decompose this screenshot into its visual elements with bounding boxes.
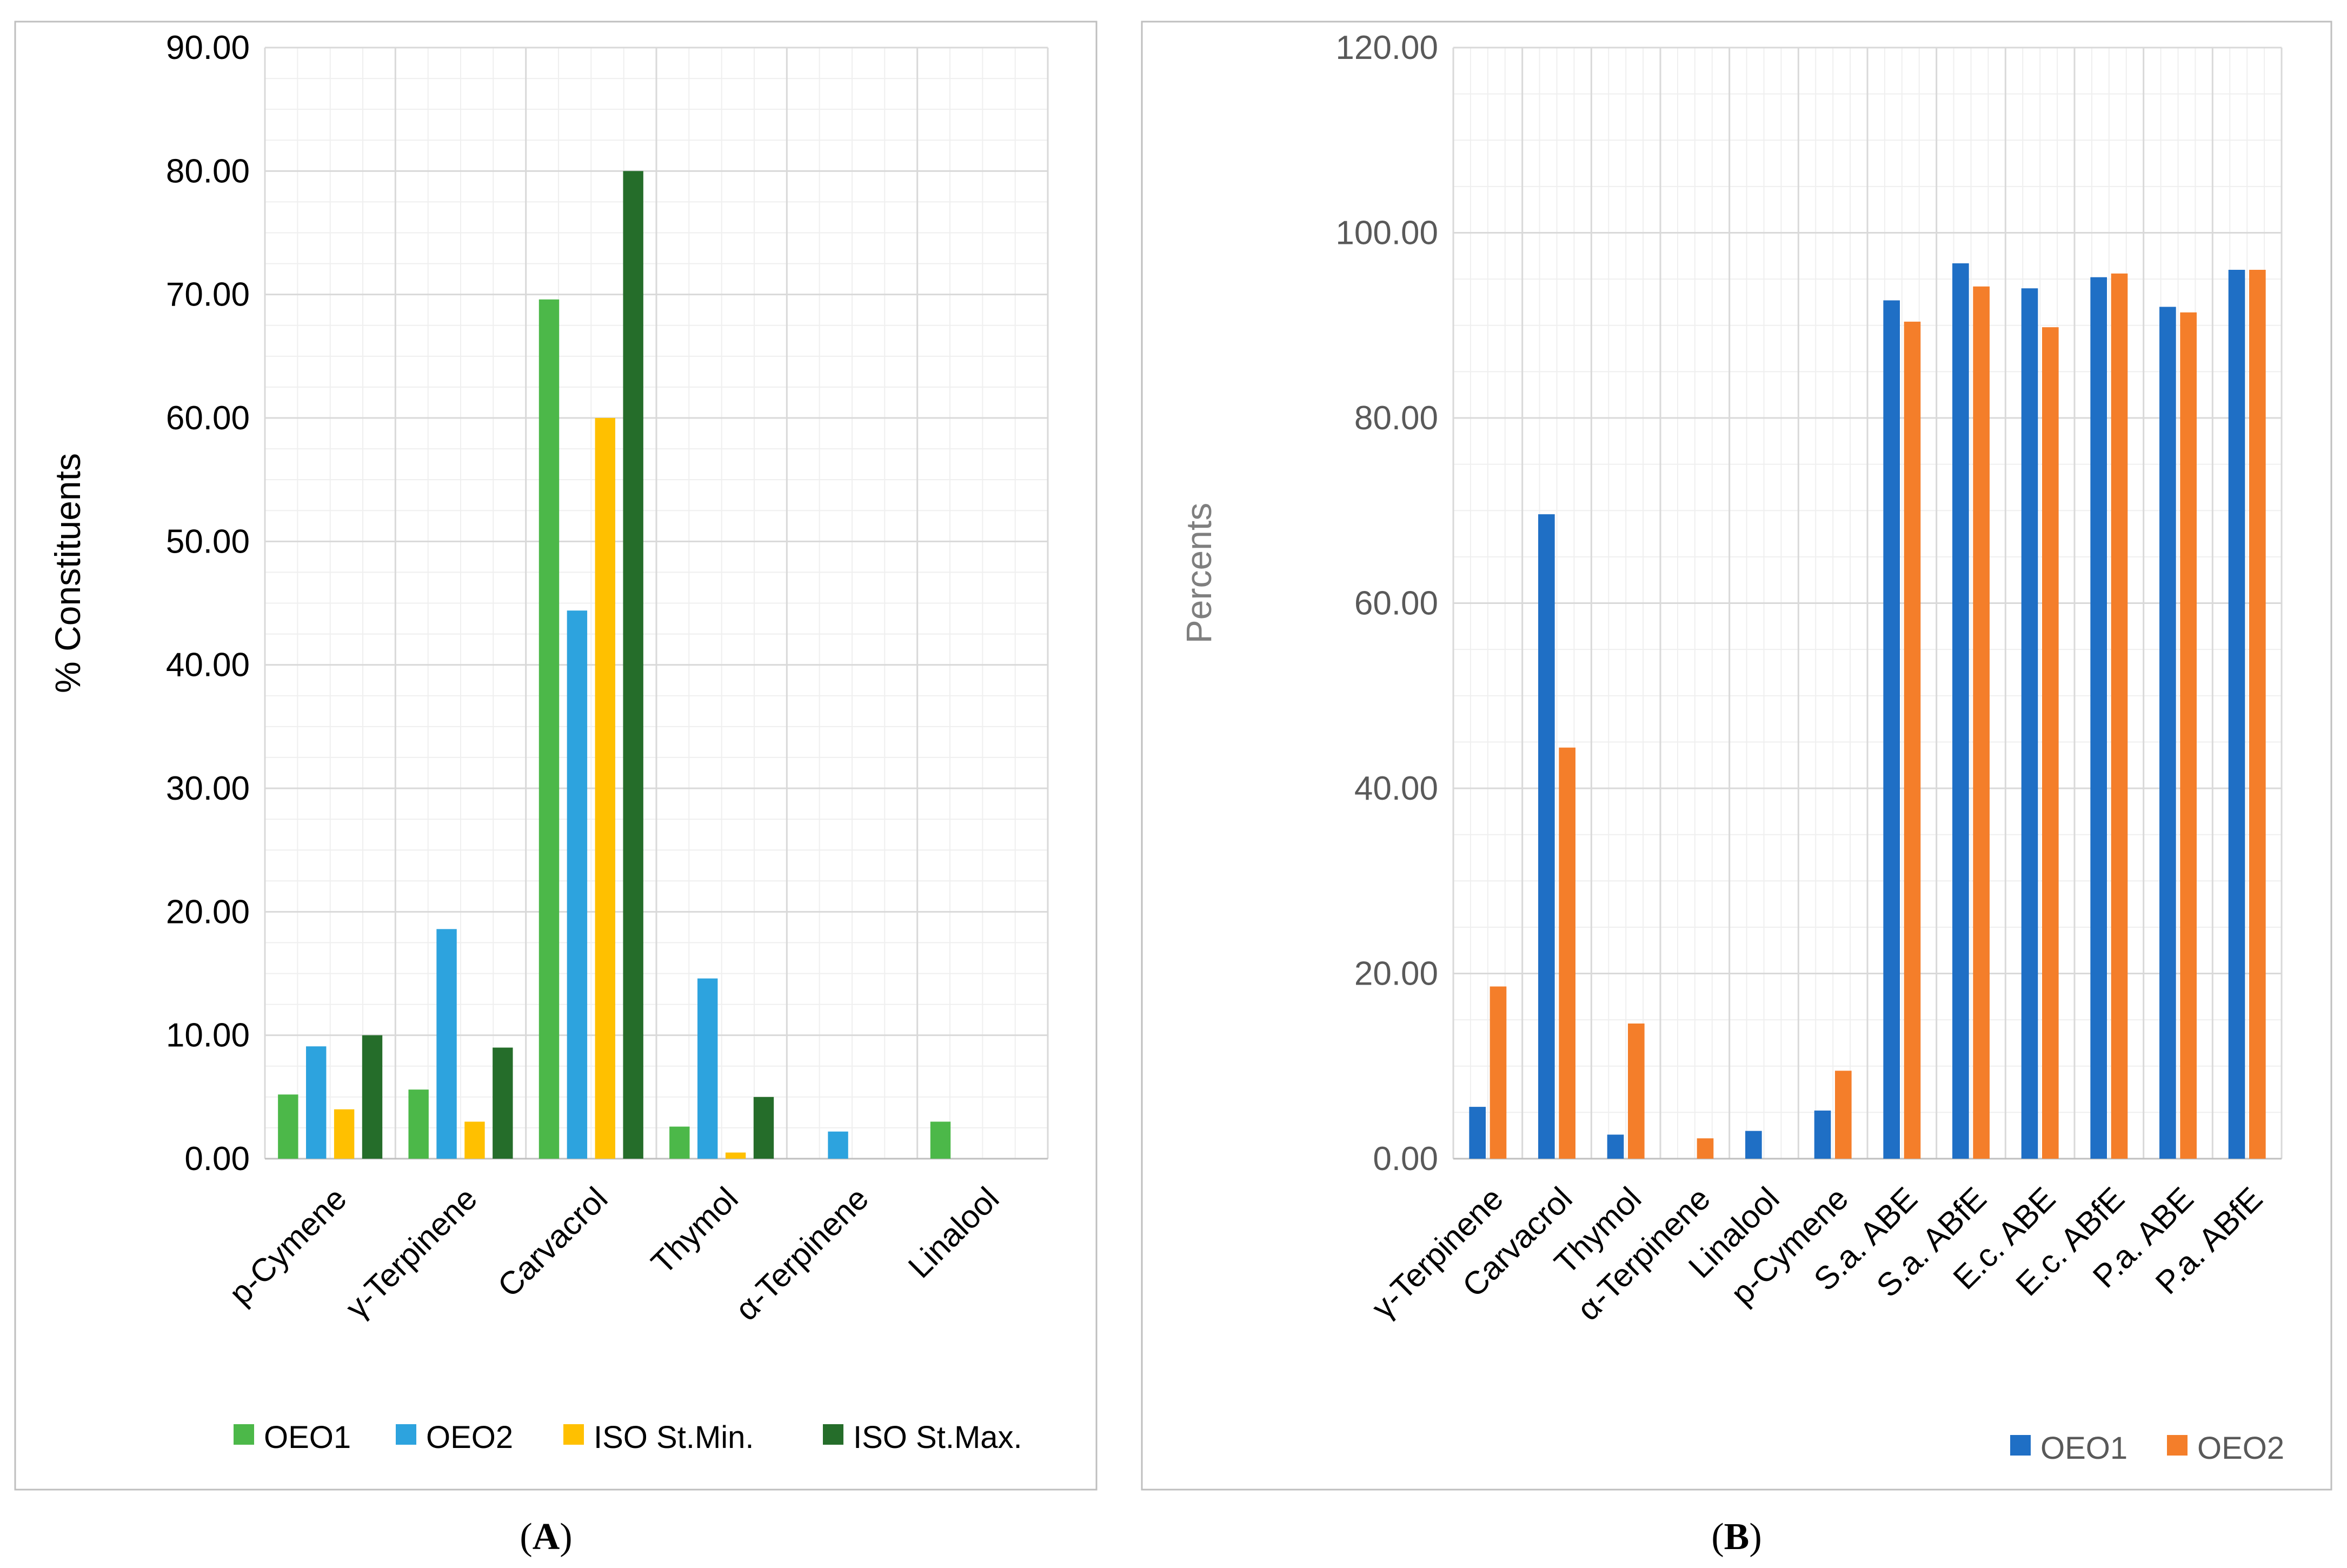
panel-a-legend-label-iso-st-min: ISO St.Min. xyxy=(594,1420,754,1455)
panel-b-y-tick-label: 0.00 xyxy=(1373,1140,1438,1178)
panel-a-bar-iso-st-max-p-cymene xyxy=(362,1035,383,1159)
panel-b-bar-oeo1-p-a-abfe xyxy=(2228,270,2245,1159)
panel-a-y-tick-label: 70.00 xyxy=(166,276,250,314)
panel-a-bars xyxy=(278,171,951,1159)
panel-a-bar-iso-st-min-terpinene xyxy=(464,1121,485,1159)
panel-a-y-tick-label: 60.00 xyxy=(166,400,250,437)
panel-a-bar-oeo2-p-cymene xyxy=(306,1046,327,1159)
panel-b-legend: OEO1 OEO2 xyxy=(2010,1431,2284,1466)
panel-b-bar-oeo2-terpinene xyxy=(1490,986,1507,1159)
panel-a-bar-oeo2-thymol xyxy=(697,978,718,1159)
panel-b-caption-letter: B xyxy=(1724,1516,1750,1558)
panel-a-legend-swatch-iso-st-max xyxy=(823,1424,843,1445)
panel-b-bar-oeo2-p-cymene xyxy=(1834,1071,1852,1159)
panel-a-legend: OEO1 OEO2 ISO St.Min. ISO St.Max. xyxy=(234,1420,1022,1455)
panel-b-y-tick-label: 40.00 xyxy=(1354,770,1438,807)
panel-a-legend-label-oeo2: OEO2 xyxy=(426,1420,513,1455)
panel-b-bar-oeo1-e-c-abfe xyxy=(2090,277,2107,1159)
panel-a-bar-iso-st-min-thymol xyxy=(725,1152,746,1159)
panel-a: 0.00 10.00 20.00 30.00 40.00 50.00 60.00 70.00 8… xyxy=(14,21,1098,1491)
panel-b-bar-oeo2-s-a-abe xyxy=(1904,321,1921,1159)
panel-a-y-tick-label: 10.00 xyxy=(166,1017,250,1054)
panel-a-bar-iso-st-min-p-cymene xyxy=(334,1109,355,1159)
panel-b-bar-oeo2-s-a-abfe xyxy=(1973,286,1990,1159)
panel-a-legend-label-oeo1: OEO1 xyxy=(264,1420,351,1455)
panel-b-bar-oeo2-p-a-abe xyxy=(2180,312,2197,1159)
panel-b-caption: (B) xyxy=(1711,1516,1761,1558)
panel-a-y-tick-label: 30.00 xyxy=(166,770,250,807)
panel-b-bar-oeo2-thymol xyxy=(1627,1023,1645,1159)
panel-a-bar-iso-st-max-carvacrol xyxy=(623,171,643,1159)
panel-b-bar-oeo2-terpinene xyxy=(1697,1138,1714,1159)
panel-a-y-tick-label: 20.00 xyxy=(166,893,250,931)
panel-b-bar-oeo1-carvacrol xyxy=(1538,514,1555,1159)
panel-b-bars xyxy=(1469,263,2266,1159)
panel-b-major-gridlines xyxy=(1452,46,2283,1160)
panel-b-y-tick-label: 80.00 xyxy=(1354,400,1438,437)
panel-b-y-tick-label: 120.00 xyxy=(1335,29,1438,67)
panel-b-bar-oeo2-e-c-abfe xyxy=(2111,273,2128,1159)
panel-a-bar-iso-st-max-thymol xyxy=(753,1097,774,1159)
panel-a-legend-swatch-oeo1 xyxy=(234,1424,254,1445)
panel-a-legend-swatch-iso-st-min xyxy=(563,1424,584,1445)
panel-a-bar-oeo2-carvacrol xyxy=(567,610,588,1159)
panel-a-major-gridlines xyxy=(264,46,1049,1160)
panel-b-bar-oeo2-e-c-abe xyxy=(2042,327,2059,1159)
panel-b-bar-oeo2-carvacrol xyxy=(1559,747,1575,1159)
panel-a-y-tick-label: 0.00 xyxy=(184,1140,250,1178)
panel-b-legend-label-oeo2: OEO2 xyxy=(2197,1431,2284,1466)
panel-b-y-axis-label: Percents xyxy=(1179,503,1219,643)
panel-b-bar-oeo2-p-a-abfe xyxy=(2249,270,2266,1159)
panel-a-y-tick-label: 50.00 xyxy=(166,523,250,560)
panel-b-y-tick-label: 20.00 xyxy=(1354,955,1438,993)
panel-b-bar-oeo1-p-cymene xyxy=(1814,1110,1831,1159)
panel-b-y-tick-labels: 0.00 20.00 40.00 60.00 80.00 100.00 120.00 xyxy=(1335,29,1438,1178)
panel-b-legend-swatch-oeo1 xyxy=(2010,1435,2031,1456)
panel-a-caption-letter: A xyxy=(533,1516,560,1558)
panel-a-y-tick-label: 90.00 xyxy=(166,29,250,67)
panel-a-caption: (A) xyxy=(520,1516,572,1558)
panel-b-y-tick-label: 60.00 xyxy=(1354,585,1438,622)
panel-a-legend-swatch-oeo2 xyxy=(396,1424,416,1445)
panel-b-bar-oeo1-terpinene xyxy=(1469,1107,1486,1159)
panel-a-bar-iso-st-max-terpinene xyxy=(493,1047,513,1159)
panel-b-frame xyxy=(1141,21,2332,1491)
panel-a-y-tick-label: 40.00 xyxy=(166,647,250,684)
panel-a-bar-oeo1-terpinene xyxy=(408,1089,429,1159)
panel-a-bar-oeo1-carvacrol xyxy=(538,299,560,1159)
panel-a-bar-oeo1-p-cymene xyxy=(278,1094,298,1159)
panel-a-bar-oeo2-terpinene xyxy=(436,929,457,1159)
panel-b-legend-label-oeo1: OEO1 xyxy=(2040,1431,2127,1466)
panel-a-bar-oeo2-terpinene xyxy=(828,1131,848,1159)
panel-a-bar-iso-st-min-carvacrol xyxy=(595,418,615,1159)
panel-a-y-tick-label: 80.00 xyxy=(166,152,250,190)
panel-b-legend-swatch-oeo2 xyxy=(2167,1435,2188,1456)
panel-b-bar-oeo1-s-a-abfe xyxy=(1952,263,1969,1159)
panel-a-bar-oeo1-thymol xyxy=(669,1126,690,1159)
panel-a-bar-oeo1-linalool xyxy=(930,1121,951,1159)
panel-b-bar-oeo1-e-c-abe xyxy=(2021,288,2038,1159)
panel-b-bar-oeo1-s-a-abe xyxy=(1883,300,1900,1159)
panel-a-y-tick-labels: 0.00 10.00 20.00 30.00 40.00 50.00 60.00 70.00 8… xyxy=(166,29,250,1178)
panel-b-y-tick-label: 100.00 xyxy=(1335,215,1438,252)
panel-b-bar-oeo1-thymol xyxy=(1607,1134,1624,1159)
panel-b-bar-oeo1-p-a-abe xyxy=(2159,307,2176,1159)
panel-b-bar-oeo1-linalool xyxy=(1745,1131,1762,1159)
panel-a-y-axis-label: % Constituents xyxy=(48,453,88,693)
panel-a-legend-label-iso-st-max: ISO St.Max. xyxy=(853,1420,1022,1455)
